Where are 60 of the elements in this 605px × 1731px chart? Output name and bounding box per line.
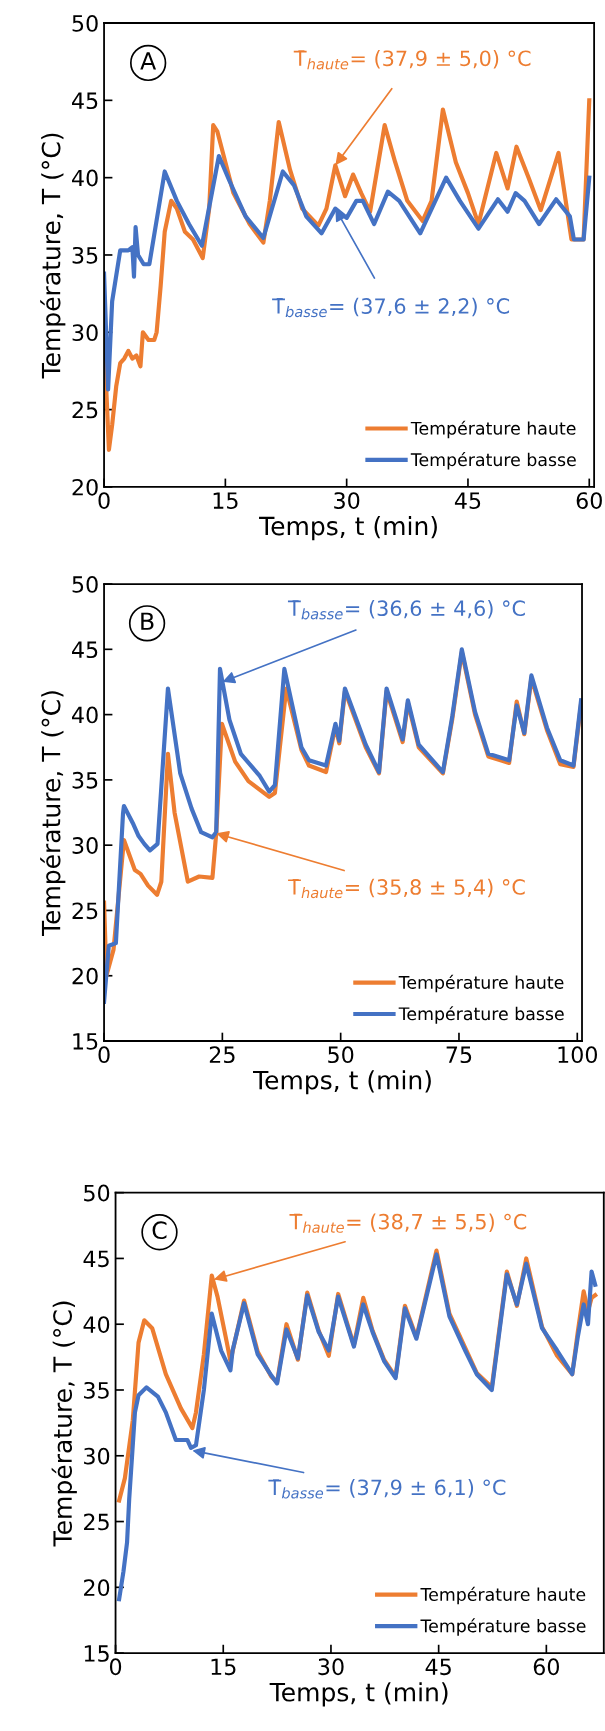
y-tick-label: 20	[72, 478, 98, 496]
x-tick-label: 45	[425, 1658, 451, 1676]
x-tick-label: 25	[209, 1046, 235, 1064]
legend-label: Température basse	[398, 1006, 564, 1024]
y-tick-label: 30	[72, 324, 98, 342]
y-tick-label: 40	[83, 1316, 110, 1333]
y-tick-label: 35	[84, 1381, 109, 1399]
annotation: A	[140, 52, 157, 70]
y-tick-label: 15	[73, 1033, 98, 1050]
legend-label: Température haute	[420, 1586, 586, 1605]
y-tick-label: 50	[72, 575, 98, 593]
annotation: C	[152, 1221, 167, 1240]
x-tick-label: 15	[213, 492, 238, 509]
x-tick-label: 50	[328, 1046, 354, 1064]
annotation: T̄$_{basse}$= (37,6 ± 2,2) °C	[272, 297, 510, 318]
y-tick-label: 50	[72, 14, 98, 32]
y-axis-title: Température, T (°C)	[51, 1301, 77, 1547]
y-axis-title: Température, T (°C)	[40, 691, 66, 937]
x-tick-label: 30	[334, 492, 360, 509]
x-tick-label: 15	[211, 1658, 236, 1676]
x-axis-title: Temps, t (min)	[259, 516, 437, 541]
y-tick-label: 45	[72, 641, 98, 659]
x-tick-label: 45	[454, 492, 481, 509]
x-axis-title: Temps, t (min)	[252, 1070, 431, 1095]
x-tick-label: 60	[533, 1658, 560, 1676]
legend-label: Température basse	[420, 1618, 586, 1636]
y-tick-label: 40	[72, 706, 98, 724]
y-tick-label: 40	[72, 169, 98, 187]
line-series	[104, 153, 592, 392]
annotation: T̄$_{basse}$= (37,9 ± 6,1) °C	[268, 1479, 506, 1499]
y-tick-label: 20	[72, 967, 98, 985]
x-axis-title: Temps, t (min)	[269, 1682, 448, 1707]
x-tick-label: 0	[98, 1046, 110, 1064]
legend-label: Température haute	[398, 974, 564, 993]
x-tick-label: 0	[109, 1658, 122, 1676]
y-tick-label: 35	[72, 246, 98, 264]
x-tick-label: 60	[576, 492, 602, 509]
annotation: T̄$_{basse}$= (36,6 ± 4,6) °C	[287, 600, 525, 620]
y-tick-label: 30	[72, 837, 98, 854]
annotation: T̄$_{haute}$= (35,8 ± 5,4) °C	[288, 878, 525, 899]
legend-label: Température basse	[410, 452, 576, 470]
y-axis-title: Température, T (°C)	[40, 133, 66, 379]
annotation: T̄$_{haute}$= (38,7 ± 5,5) °C	[289, 1213, 527, 1233]
y-tick-label: 15	[84, 1645, 109, 1662]
x-tick-label: 0	[98, 492, 110, 509]
annotation: T̄$_{haute}$= (37,9 ± 5,0) °C	[293, 50, 531, 70]
y-tick-label: 30	[84, 1447, 110, 1465]
y-tick-label: 35	[72, 771, 98, 789]
y-tick-label: 25	[84, 1513, 109, 1531]
y-tick-label: 20	[84, 1579, 110, 1597]
y-tick-label: 45	[72, 92, 98, 110]
x-tick-label: 30	[318, 1658, 344, 1676]
annotation: B	[141, 612, 154, 630]
x-tick-label: 75	[446, 1046, 472, 1064]
y-tick-label: 45	[83, 1250, 109, 1268]
legend-label: Température haute	[410, 420, 576, 439]
x-tick-label: 100	[558, 1046, 598, 1064]
y-tick-label: 50	[84, 1184, 110, 1202]
y-tick-label: 25	[72, 902, 98, 920]
y-tick-label: 25	[72, 401, 98, 419]
